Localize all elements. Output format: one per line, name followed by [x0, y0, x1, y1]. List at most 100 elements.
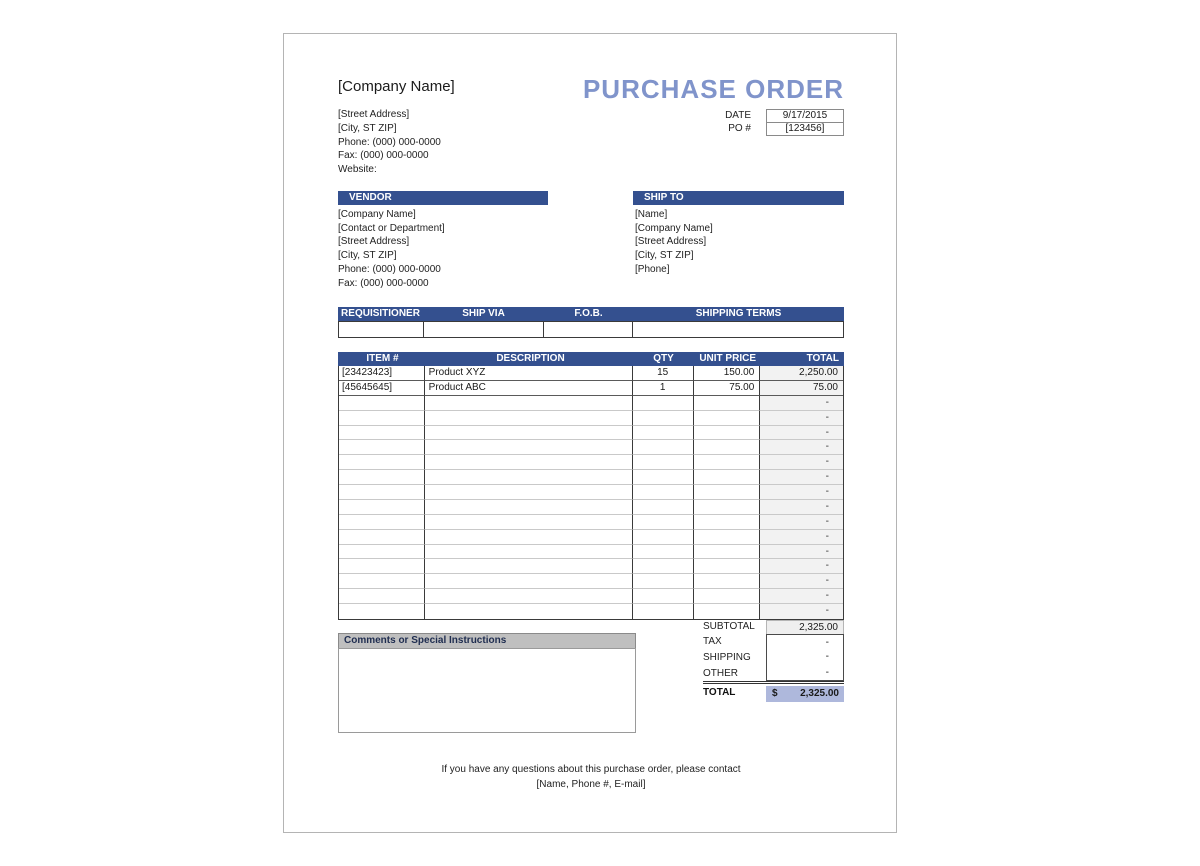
item-number-cell[interactable] — [339, 544, 425, 560]
other-field[interactable]: - — [766, 665, 844, 681]
unit-price-cell[interactable] — [693, 410, 761, 426]
comments-field[interactable] — [338, 648, 636, 733]
ship-to-line: [Name] — [635, 209, 668, 220]
item-number-cell[interactable]: [23423423] — [339, 366, 425, 381]
item-row: - — [339, 574, 843, 590]
total-cell[interactable]: 2,250.00 — [760, 366, 843, 381]
item-number-cell[interactable] — [339, 559, 425, 575]
total-cell[interactable]: - — [760, 410, 843, 426]
tax-field[interactable]: - — [766, 634, 844, 650]
total-cell[interactable]: - — [760, 604, 843, 619]
description-cell[interactable] — [424, 455, 633, 471]
unit-price-cell[interactable] — [693, 470, 761, 485]
comments-header: Comments or Special Instructions — [338, 633, 636, 648]
qty-cell[interactable] — [632, 514, 694, 530]
qty-cell[interactable] — [632, 499, 694, 515]
total-cell[interactable]: - — [760, 440, 843, 456]
description-cell[interactable] — [424, 499, 633, 515]
item-number-cell[interactable] — [339, 574, 425, 590]
unit-price-cell[interactable] — [693, 529, 761, 545]
description-cell[interactable] — [424, 604, 633, 619]
qty-cell[interactable] — [632, 604, 694, 619]
unit-price-cell[interactable]: 75.00 — [693, 380, 761, 396]
item-number-cell[interactable] — [339, 425, 425, 441]
qty-cell[interactable] — [632, 544, 694, 560]
item-number-cell[interactable] — [339, 470, 425, 485]
unit-price-cell[interactable] — [693, 514, 761, 530]
address-line: [Street Address] — [338, 109, 410, 120]
description-cell[interactable] — [424, 589, 633, 604]
qty-cell[interactable] — [632, 440, 694, 456]
description-cell[interactable] — [424, 470, 633, 485]
shipping-terms-field[interactable] — [632, 322, 843, 337]
description-cell[interactable] — [424, 425, 633, 441]
qty-cell[interactable]: 1 — [632, 380, 694, 396]
item-number-column-header: ITEM # — [366, 353, 399, 364]
unit-price-cell[interactable] — [693, 395, 761, 411]
item-number-cell[interactable] — [339, 499, 425, 515]
total-cell[interactable]: - — [760, 485, 843, 500]
item-number-cell[interactable] — [339, 440, 425, 456]
unit-price-cell[interactable] — [693, 485, 761, 500]
description-cell[interactable] — [424, 574, 633, 590]
total-cell[interactable]: - — [760, 589, 843, 604]
description-cell[interactable] — [424, 440, 633, 456]
total-cell[interactable]: 75.00 — [760, 380, 843, 396]
qty-cell[interactable] — [632, 529, 694, 545]
description-cell[interactable]: Product XYZ — [424, 366, 633, 381]
total-cell[interactable]: - — [760, 499, 843, 515]
unit-price-cell[interactable] — [693, 455, 761, 471]
qty-cell[interactable]: 15 — [632, 366, 694, 381]
total-cell[interactable]: - — [760, 529, 843, 545]
total-cell[interactable]: - — [760, 559, 843, 575]
fob-field[interactable] — [544, 322, 633, 337]
qty-cell[interactable] — [632, 470, 694, 485]
description-cell[interactable] — [424, 485, 633, 500]
qty-cell[interactable] — [632, 395, 694, 411]
unit-price-cell[interactable] — [693, 559, 761, 575]
description-cell[interactable] — [424, 514, 633, 530]
item-number-cell[interactable]: [45645645] — [339, 380, 425, 396]
date-field[interactable]: 9/17/2015 — [766, 109, 844, 123]
total-cell[interactable]: - — [760, 395, 843, 411]
item-number-cell[interactable] — [339, 410, 425, 426]
total-cell[interactable]: - — [760, 514, 843, 530]
item-number-cell[interactable] — [339, 395, 425, 411]
description-cell[interactable]: Product ABC — [424, 380, 633, 396]
qty-cell[interactable] — [632, 485, 694, 500]
item-number-cell[interactable] — [339, 455, 425, 471]
unit-price-cell[interactable] — [693, 544, 761, 560]
description-cell[interactable] — [424, 529, 633, 545]
qty-cell[interactable] — [632, 425, 694, 441]
po-number-field[interactable]: [123456] — [766, 122, 844, 136]
unit-price-cell[interactable] — [693, 425, 761, 441]
description-cell[interactable] — [424, 410, 633, 426]
total-cell[interactable]: - — [760, 574, 843, 590]
shipping-field[interactable]: - — [766, 649, 844, 666]
total-cell[interactable]: - — [760, 425, 843, 441]
qty-cell[interactable] — [632, 589, 694, 604]
item-number-cell[interactable] — [339, 529, 425, 545]
description-cell[interactable] — [424, 395, 633, 411]
total-cell[interactable]: - — [760, 470, 843, 485]
unit-price-cell[interactable] — [693, 589, 761, 604]
ship-via-field[interactable] — [423, 322, 545, 337]
description-cell[interactable] — [424, 544, 633, 560]
unit-price-cell[interactable] — [693, 604, 761, 619]
total-cell[interactable]: - — [760, 544, 843, 560]
item-number-cell[interactable] — [339, 604, 425, 619]
qty-cell[interactable] — [632, 410, 694, 426]
description-cell[interactable] — [424, 559, 633, 575]
unit-price-cell[interactable]: 150.00 — [693, 366, 761, 381]
requisitioner-field[interactable] — [339, 322, 424, 337]
item-number-cell[interactable] — [339, 589, 425, 604]
item-number-cell[interactable] — [339, 514, 425, 530]
item-number-cell[interactable] — [339, 485, 425, 500]
unit-price-cell[interactable] — [693, 440, 761, 456]
total-cell[interactable]: - — [760, 455, 843, 471]
qty-cell[interactable] — [632, 455, 694, 471]
qty-cell[interactable] — [632, 574, 694, 590]
unit-price-cell[interactable] — [693, 499, 761, 515]
unit-price-cell[interactable] — [693, 574, 761, 590]
qty-cell[interactable] — [632, 559, 694, 575]
